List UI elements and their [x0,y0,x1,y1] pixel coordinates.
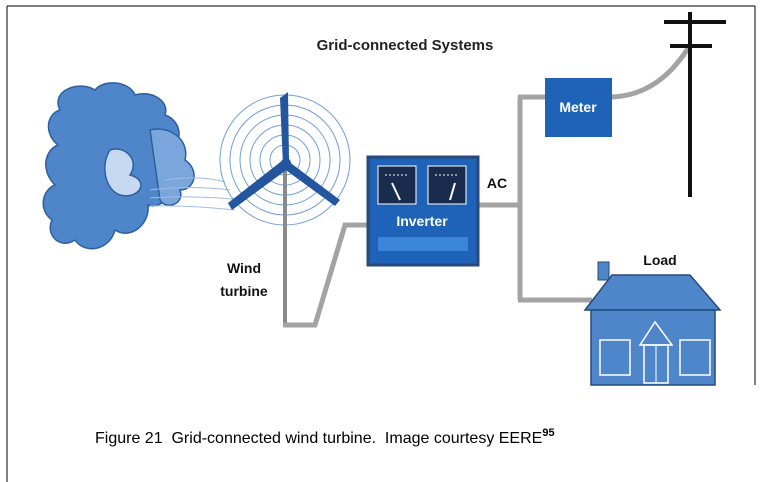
caption: Figure 21 Grid-connected wind turbine. I… [95,427,555,447]
caption-text: Figure 21 Grid-connected wind turbine. I… [95,430,542,447]
wind-streams [149,177,241,211]
wire [611,43,693,100]
load-label: Load [643,252,676,268]
inverter-label: Inverter [396,213,448,229]
blades [228,92,340,210]
ac-label: AC [487,175,507,191]
frame [6,5,756,482]
pole [664,12,726,197]
wire [283,222,370,328]
caption-superscript: 95 [542,427,554,439]
wind-turbine-label: Wind [227,260,261,276]
meter-label: Meter [559,99,597,115]
diagram-title: Grid-connected Systems [317,37,494,54]
house [583,261,722,386]
wire [478,94,592,303]
wind-turbine-label: turbine [220,283,268,299]
inverter [366,155,480,267]
meter [545,78,612,137]
wind-face [42,82,195,250]
